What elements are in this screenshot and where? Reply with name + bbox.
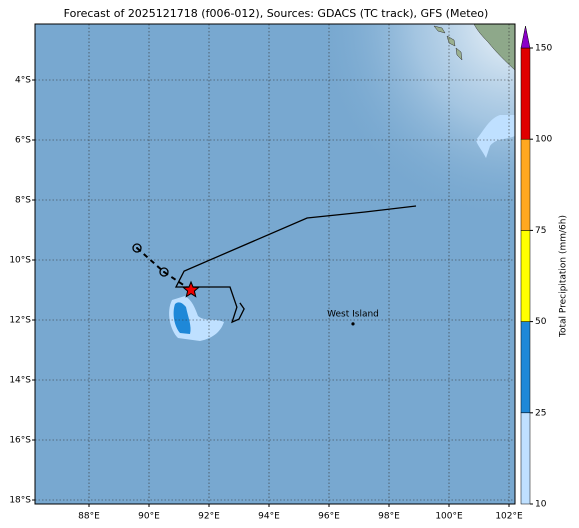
colorbar-segment <box>520 230 531 322</box>
colorbar-tick-label: 150 <box>535 44 552 54</box>
precip-dark <box>173 302 191 334</box>
y-tick-label: 8°S <box>15 196 31 206</box>
x-tick-label: 96°E <box>318 512 340 522</box>
y-tick-label: 6°S <box>15 136 31 146</box>
colorbar-segment <box>520 321 531 414</box>
x-tick-label: 100°E <box>435 512 463 522</box>
precip-light <box>476 115 515 158</box>
x-tick-label: 98°E <box>378 512 400 522</box>
land <box>473 24 515 71</box>
map-frame <box>34 23 516 505</box>
y-tick-label: 18°S <box>9 496 31 506</box>
colorbar-tick-label: 25 <box>535 408 546 418</box>
colorbar-extend <box>520 25 531 49</box>
track-point <box>132 243 142 253</box>
y-tick-label: 4°S <box>15 76 31 86</box>
islands <box>433 25 463 61</box>
track-cone <box>174 205 417 324</box>
track-point-center <box>163 271 165 274</box>
colorbar-tick-label: 10 <box>535 500 547 510</box>
colorbar-segment <box>520 412 531 505</box>
x-tick-label: 88°E <box>78 512 100 522</box>
place-marker <box>351 322 355 326</box>
colorbar-segment <box>520 47 531 140</box>
map-area: West Island <box>35 24 515 504</box>
place-label: West Island <box>327 309 379 319</box>
colorbar-label: Total Precipitation (mm/6h) <box>559 215 569 338</box>
current-position <box>182 280 200 298</box>
y-tick-label: 10°S <box>9 256 31 266</box>
haze <box>35 24 515 504</box>
x-tick-label: 94°E <box>258 512 280 522</box>
x-tick-label: 102°E <box>495 512 523 522</box>
overlay: West Island <box>35 24 515 504</box>
colorbar-tick-label: 75 <box>535 226 546 236</box>
colorbar: 10 25 50 75 100 150 Total Precipitation (mm/6h… <box>520 25 569 510</box>
colorbar-tick-label: 50 <box>535 317 547 327</box>
map-title: Forecast of 2025121718 (f006-012), Sourc… <box>64 7 489 20</box>
y-tick-label: 12°S <box>9 316 31 326</box>
x-tick-label: 92°E <box>198 512 220 522</box>
y-tick-label: 14°S <box>9 376 31 386</box>
colorbar-tick-label: 100 <box>535 135 552 145</box>
track-point-center <box>136 247 138 250</box>
y-tick-label: 16°S <box>9 436 31 446</box>
x-tick-label: 90°E <box>138 512 160 522</box>
track-point <box>159 267 169 277</box>
colorbar-segment <box>520 138 531 231</box>
